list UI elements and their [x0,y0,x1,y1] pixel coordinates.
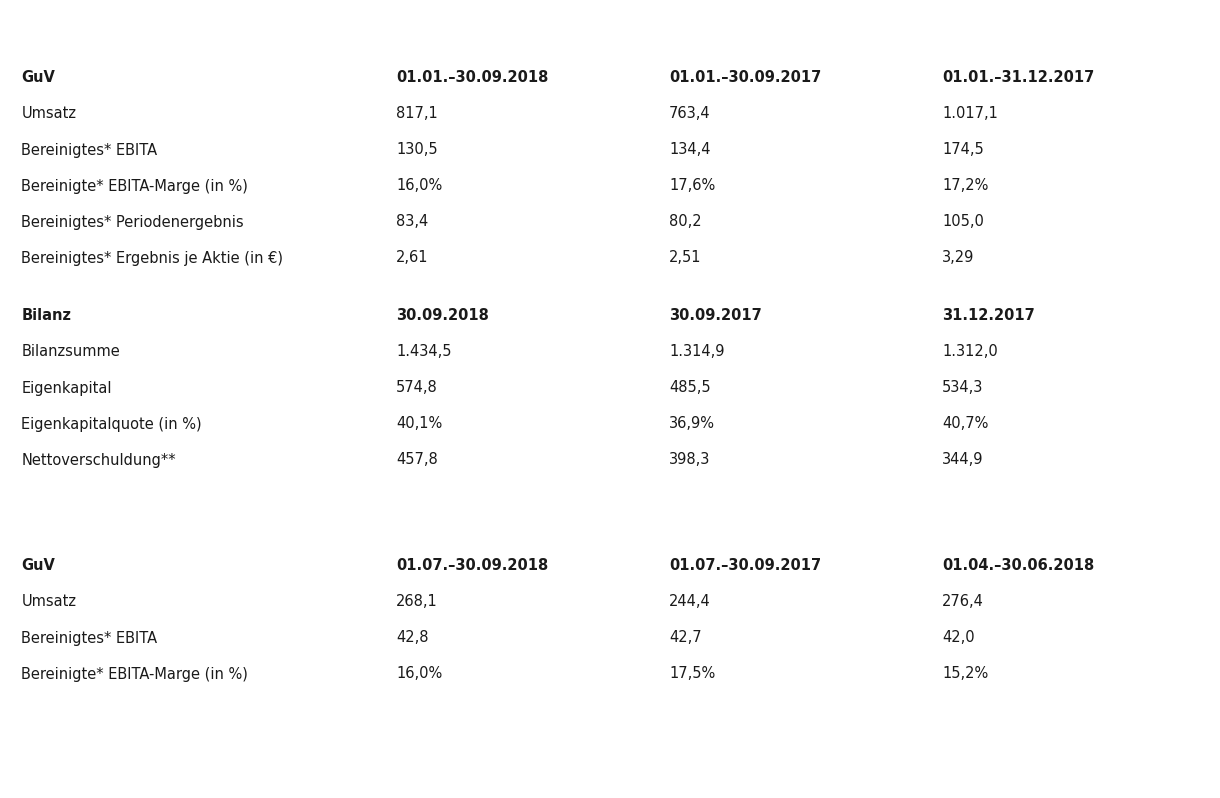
Text: 1.314,9: 1.314,9 [670,345,725,360]
Text: 17,5%: 17,5% [670,666,715,681]
Text: 36,9%: 36,9% [670,417,715,432]
Text: 1.–3. Quartal 2017: 1.–3. Quartal 2017 [672,26,824,41]
Text: 763,4: 763,4 [670,106,711,121]
Text: Finanzkennzahlen im Überblick (in
Mio. €): Finanzkennzahlen im Überblick (in Mio. €… [26,505,311,539]
Text: 01.07.–30.09.2018: 01.07.–30.09.2018 [396,559,549,574]
Text: GuV: GuV [21,559,55,574]
Text: Nettoverschuldung**: Nettoverschuldung** [21,452,176,468]
Text: 1.–3. Quartal 2018: 1.–3. Quartal 2018 [399,26,551,41]
Text: 174,5: 174,5 [942,143,985,157]
Text: 3. Quartal 2018: 3. Quartal 2018 [399,515,528,530]
Text: 2. Quartal 2018: 2. Quartal 2018 [946,515,1074,530]
Text: Bilanz: Bilanz [21,309,71,323]
Text: 3,29: 3,29 [942,251,975,266]
Text: 17,2%: 17,2% [942,179,988,193]
Text: 17,6%: 17,6% [670,179,715,193]
Text: 2,51: 2,51 [670,251,702,266]
Text: 457,8: 457,8 [396,452,438,468]
Text: Umsatz: Umsatz [21,595,77,610]
Text: Bereinigtes* EBITA: Bereinigtes* EBITA [21,630,157,646]
Text: 16,0%: 16,0% [396,666,443,681]
Text: 534,3: 534,3 [942,381,983,396]
Text: 2,61: 2,61 [396,251,428,266]
Text: Bereinigtes* Periodenergebnis: Bereinigtes* Periodenergebnis [21,215,244,230]
Text: 01.01.–31.12.2017: 01.01.–31.12.2017 [942,70,1094,85]
Text: 817,1: 817,1 [396,106,438,121]
Text: Bereinigte* EBITA-Marge (in %): Bereinigte* EBITA-Marge (in %) [21,179,248,193]
Text: 3. Quartal 2017: 3. Quartal 2017 [672,515,800,530]
Text: 105,0: 105,0 [942,215,985,230]
Text: GuV: GuV [21,70,55,85]
Text: 1.017,1: 1.017,1 [942,106,998,121]
Text: 574,8: 574,8 [396,381,438,396]
Text: Gesamtjahr 2017: Gesamtjahr 2017 [946,26,1087,41]
Text: 42,8: 42,8 [396,630,428,646]
Text: 276,4: 276,4 [942,595,985,610]
Text: 30.09.2018: 30.09.2018 [396,309,489,323]
Text: 244,4: 244,4 [670,595,711,610]
Text: 31.12.2017: 31.12.2017 [942,309,1035,323]
Text: 40,7%: 40,7% [942,417,988,432]
Text: Bereinigtes* Ergebnis je Aktie (in €): Bereinigtes* Ergebnis je Aktie (in €) [21,251,283,266]
Text: 398,3: 398,3 [670,452,710,468]
Text: Bereinigtes* EBITA: Bereinigtes* EBITA [21,143,157,157]
Text: 01.07.–30.09.2017: 01.07.–30.09.2017 [670,559,821,574]
Text: 16,0%: 16,0% [396,179,443,193]
Text: 268,1: 268,1 [396,595,438,610]
Text: 80,2: 80,2 [670,215,702,230]
Text: 01.01.–30.09.2017: 01.01.–30.09.2017 [670,70,821,85]
Text: Bilanzsumme: Bilanzsumme [21,345,120,360]
Text: 83,4: 83,4 [396,215,428,230]
Text: 1.434,5: 1.434,5 [396,345,451,360]
Text: 344,9: 344,9 [942,452,983,468]
Text: Eigenkapital: Eigenkapital [21,381,112,396]
Text: Finanzkennzahlen im Überblick (in
Mio. €): Finanzkennzahlen im Überblick (in Mio. €… [26,17,311,51]
Text: 1.312,0: 1.312,0 [942,345,998,360]
Text: Eigenkapitalquote (in %): Eigenkapitalquote (in %) [21,417,203,432]
Text: 134,4: 134,4 [670,143,711,157]
Text: 485,5: 485,5 [670,381,711,396]
Text: 40,1%: 40,1% [396,417,443,432]
Text: 15,2%: 15,2% [942,666,988,681]
Text: 01.01.–30.09.2018: 01.01.–30.09.2018 [396,70,549,85]
Text: 01.04.–30.06.2018: 01.04.–30.06.2018 [942,559,1094,574]
Text: Umsatz: Umsatz [21,106,77,121]
Text: 30.09.2017: 30.09.2017 [670,309,762,323]
Text: Bereinigte* EBITA-Marge (in %): Bereinigte* EBITA-Marge (in %) [21,666,248,681]
Text: 42,0: 42,0 [942,630,975,646]
Text: 130,5: 130,5 [396,143,438,157]
Text: 42,7: 42,7 [670,630,702,646]
